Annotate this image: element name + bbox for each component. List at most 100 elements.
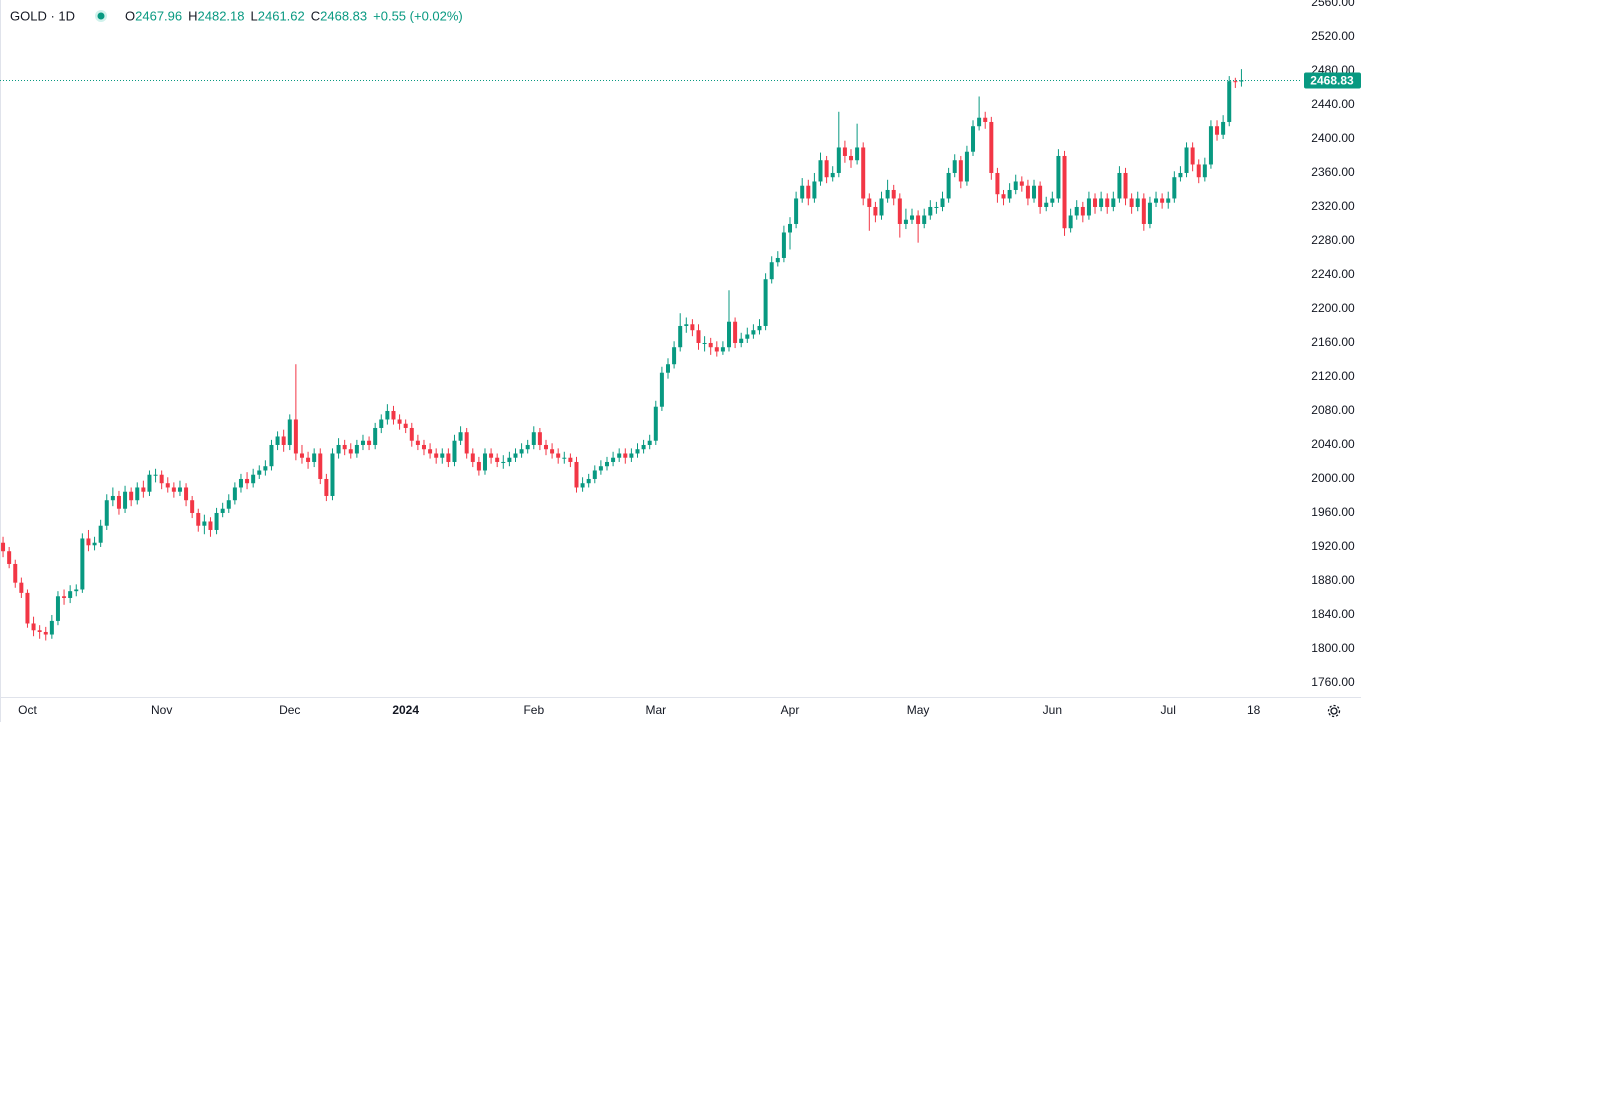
candle-body: [245, 478, 250, 484]
candle-body: [428, 449, 433, 454]
candle-body: [415, 440, 420, 445]
candle-body: [1221, 121, 1226, 135]
candle-body: [470, 453, 475, 462]
candle-body: [934, 206, 939, 208]
x-tick-label: Mar: [645, 703, 666, 717]
last-price-box: [1304, 72, 1361, 89]
candle-body: [604, 461, 609, 467]
candle-body: [1129, 198, 1134, 207]
candle-body: [238, 478, 243, 488]
y-tick-label: 2360.00: [1311, 165, 1355, 179]
candle-body: [751, 330, 756, 335]
candle-body: [476, 461, 481, 471]
y-tick-label: 1880.00: [1311, 573, 1355, 587]
candle-body: [306, 457, 311, 462]
candle-body: [1032, 185, 1037, 199]
candle-body: [617, 453, 622, 458]
settings-icon[interactable]: [1327, 704, 1341, 718]
candle-body: [824, 160, 829, 178]
candle-body: [971, 126, 976, 152]
candle-body: [769, 262, 774, 280]
candle-body: [379, 419, 384, 428]
candle-body: [1038, 185, 1043, 207]
candle-body: [940, 198, 945, 207]
candle-body: [1154, 198, 1159, 203]
candle-body: [104, 500, 109, 526]
candle-body: [580, 483, 585, 488]
candle-body: [714, 347, 719, 352]
candle-body: [635, 449, 640, 454]
candle-body: [464, 432, 469, 454]
candle-body: [1068, 215, 1073, 229]
candle-body: [1233, 81, 1238, 83]
candle-body: [1141, 198, 1146, 224]
candle-body: [214, 512, 219, 530]
candle-body: [55, 596, 60, 621]
candle-body: [86, 538, 91, 546]
candle-body: [745, 334, 750, 339]
candle-body: [495, 457, 500, 462]
candle-body: [324, 478, 329, 496]
candle-body: [611, 457, 616, 462]
candle-body: [1135, 198, 1140, 207]
y-tick-label: 2520.00: [1311, 29, 1355, 43]
status-dot: [97, 12, 105, 20]
candle-body: [830, 172, 835, 178]
candle-body: [446, 453, 451, 462]
candle-body: [733, 321, 738, 343]
candle-body: [678, 325, 683, 348]
candle-body: [861, 147, 866, 199]
candle-body: [818, 160, 823, 182]
x-tick-label: Dec: [279, 703, 300, 717]
candle-body: [1099, 198, 1104, 207]
candle-body: [196, 512, 201, 526]
candle-body: [226, 500, 231, 509]
candle-body: [1172, 177, 1177, 199]
ohlc-value: 2467.96: [135, 8, 182, 23]
y-tick-label: 1920.00: [1311, 539, 1355, 553]
candle-body: [537, 432, 542, 445]
candle-body: [62, 596, 67, 598]
candle-body: [507, 457, 512, 462]
candle-body: [13, 563, 18, 583]
ohlc-value: 2461.62: [258, 8, 305, 23]
candle-body: [263, 466, 268, 471]
candle-body: [623, 453, 628, 458]
candle-body: [897, 198, 902, 224]
candle-body: [1215, 126, 1220, 135]
candle-body: [916, 215, 921, 224]
candle-body: [257, 470, 262, 475]
candle-body: [696, 330, 701, 343]
candle-body: [184, 487, 189, 501]
candle-body: [879, 198, 884, 216]
candle-body: [31, 623, 36, 631]
candle-body: [757, 325, 762, 331]
candle-body: [1105, 198, 1110, 207]
candle-body: [123, 491, 128, 509]
candle-body: [1190, 147, 1195, 165]
candle-body: [1074, 206, 1079, 216]
x-tick-label: Jun: [1043, 703, 1062, 717]
candle-body: [525, 444, 530, 450]
candle-body: [964, 151, 969, 182]
candle-body: [1147, 202, 1152, 224]
candle-body: [1050, 198, 1055, 203]
candle-body: [800, 185, 805, 199]
candle-body: [1123, 172, 1128, 199]
candle-body: [1208, 126, 1213, 165]
candle-body: [989, 121, 994, 173]
candle-body: [672, 347, 677, 365]
candle-body: [391, 410, 396, 420]
candle-body: [720, 347, 725, 352]
candle-body: [147, 474, 152, 492]
candle-body: [1007, 189, 1012, 199]
candle-body: [1184, 147, 1189, 173]
candle-body: [1239, 80, 1244, 82]
candle-body: [409, 427, 414, 441]
candle-body: [37, 630, 42, 632]
candle-body: [598, 466, 603, 471]
x-tick-label: Apr: [781, 703, 800, 717]
candle-body: [958, 160, 963, 182]
